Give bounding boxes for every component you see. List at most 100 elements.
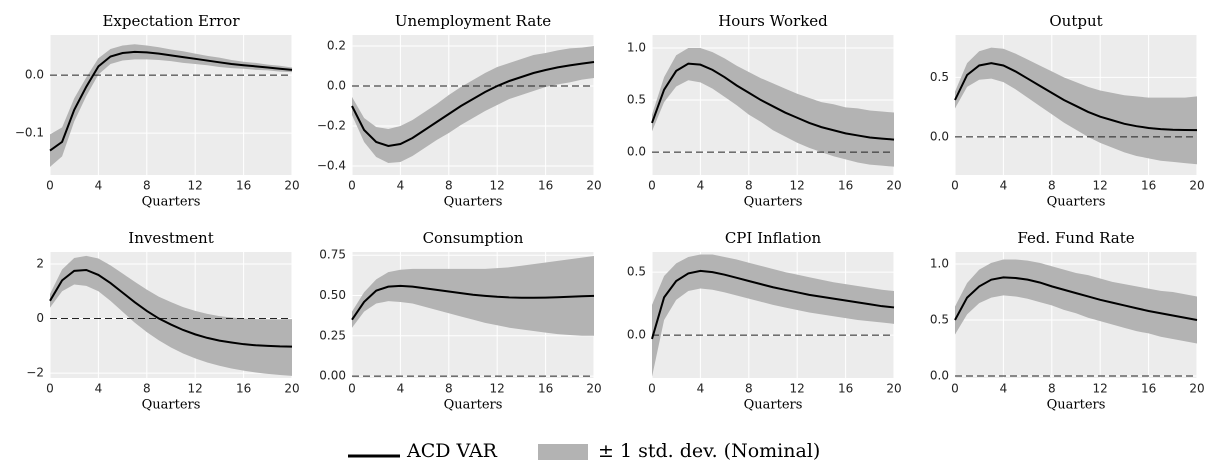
x-tick-label: 4 bbox=[397, 382, 405, 396]
x-tick-label: 0 bbox=[951, 382, 959, 396]
x-tick-label: 8 bbox=[143, 179, 151, 193]
x-tick-label: 12 bbox=[188, 179, 203, 193]
y-tick-label: 0.0 bbox=[930, 129, 949, 143]
y-tick-label: 0.25 bbox=[319, 328, 346, 342]
x-tick-label: 12 bbox=[490, 179, 505, 193]
y-tick-label: 0.0 bbox=[627, 328, 646, 342]
x-tick-label: 0 bbox=[348, 179, 356, 193]
x-tick-label: 4 bbox=[697, 382, 705, 396]
x-tick-label: 4 bbox=[397, 179, 405, 193]
x-tick-label: 16 bbox=[838, 382, 853, 396]
y-tick-label: 0.00 bbox=[319, 369, 346, 383]
chart-title: Consumption bbox=[423, 229, 524, 247]
x-axis-label: Quarters bbox=[744, 195, 803, 210]
irf-line bbox=[49, 268, 293, 348]
y-tick-label: 0.50 bbox=[319, 288, 346, 302]
chart-title: Expectation Error bbox=[102, 12, 240, 30]
y-tick-label: 0.5 bbox=[930, 312, 949, 326]
x-tick-label: 8 bbox=[143, 382, 151, 396]
y-tick-label: 0.5 bbox=[930, 70, 949, 84]
x-axis-label: Quarters bbox=[142, 195, 201, 210]
x-tick-label: 20 bbox=[284, 382, 299, 396]
legend-band-label: ± 1 std. dev. (Nominal) bbox=[598, 440, 820, 462]
x-tick-label: 8 bbox=[745, 382, 753, 396]
x-tick-label: 12 bbox=[790, 179, 805, 193]
x-tick-label: 12 bbox=[1093, 179, 1108, 193]
std-band bbox=[352, 46, 594, 163]
x-tick-label: 8 bbox=[445, 179, 453, 193]
y-tick-label: 0.0 bbox=[25, 68, 44, 82]
std-band bbox=[955, 259, 1197, 344]
chart-title: Unemployment Rate bbox=[395, 12, 551, 30]
x-tick-label: 16 bbox=[236, 179, 251, 193]
irf-line bbox=[49, 50, 293, 152]
y-tick-label: 1.0 bbox=[930, 256, 949, 270]
legend-band-swatch bbox=[538, 444, 588, 460]
x-tick-label: 0 bbox=[648, 382, 656, 396]
x-tick-label: 16 bbox=[838, 179, 853, 193]
y-tick-label: 0.0 bbox=[930, 368, 949, 382]
y-tick-label: 0.5 bbox=[627, 265, 646, 279]
y-tick-label: −2 bbox=[26, 366, 44, 380]
y-tick-label: −0.1 bbox=[15, 126, 44, 140]
x-axis-label: Quarters bbox=[1047, 195, 1106, 210]
x-tick-label: 12 bbox=[790, 382, 805, 396]
x-tick-label: 4 bbox=[1000, 179, 1008, 193]
x-axis-label: Quarters bbox=[444, 195, 503, 210]
x-tick-label: 20 bbox=[586, 382, 601, 396]
x-tick-label: 0 bbox=[348, 382, 356, 396]
x-tick-label: 20 bbox=[886, 179, 901, 193]
x-tick-label: 4 bbox=[95, 179, 103, 193]
x-tick-label: 8 bbox=[1048, 179, 1056, 193]
x-tick-label: 16 bbox=[236, 382, 251, 396]
x-axis-label: Quarters bbox=[744, 398, 803, 413]
x-tick-label: 4 bbox=[95, 382, 103, 396]
x-axis-label: Quarters bbox=[142, 398, 201, 413]
legend-line-label: ACD VAR bbox=[406, 440, 498, 462]
y-tick-label: 0.2 bbox=[327, 39, 346, 53]
y-tick-label: 0.0 bbox=[627, 145, 646, 159]
x-tick-label: 0 bbox=[46, 382, 54, 396]
x-axis-label: Quarters bbox=[444, 398, 503, 413]
x-tick-label: 16 bbox=[538, 382, 553, 396]
x-tick-label: 12 bbox=[1093, 382, 1108, 396]
x-tick-label: 12 bbox=[188, 382, 203, 396]
chart-title: CPI Inflation bbox=[725, 229, 822, 247]
x-tick-label: 20 bbox=[284, 179, 299, 193]
x-tick-label: 16 bbox=[538, 179, 553, 193]
irf-line bbox=[954, 62, 1198, 132]
std-band bbox=[652, 254, 894, 377]
x-tick-label: 8 bbox=[1048, 382, 1056, 396]
x-tick-label: 20 bbox=[1189, 382, 1204, 396]
x-tick-label: 20 bbox=[886, 382, 901, 396]
chart-title: Output bbox=[1049, 12, 1102, 30]
y-tick-label: 0 bbox=[36, 311, 44, 325]
x-tick-label: 0 bbox=[648, 179, 656, 193]
y-tick-label: 2 bbox=[36, 257, 44, 271]
x-tick-label: 4 bbox=[1000, 382, 1008, 396]
y-tick-label: 1.0 bbox=[627, 41, 646, 55]
x-tick-label: 0 bbox=[46, 179, 54, 193]
x-tick-label: 4 bbox=[697, 179, 705, 193]
irf-line bbox=[651, 269, 895, 340]
chart-title: Hours Worked bbox=[718, 12, 828, 30]
chart-title: Fed. Fund Rate bbox=[1017, 229, 1134, 247]
chart-title: Investment bbox=[128, 229, 213, 247]
x-tick-label: 8 bbox=[445, 382, 453, 396]
y-tick-label: 0.75 bbox=[319, 248, 346, 262]
x-tick-label: 20 bbox=[1189, 179, 1204, 193]
std-band bbox=[352, 256, 594, 336]
y-tick-label: −0.2 bbox=[317, 119, 346, 133]
x-tick-label: 0 bbox=[951, 179, 959, 193]
irf-line bbox=[954, 276, 1198, 321]
y-tick-label: 0.5 bbox=[627, 93, 646, 107]
x-tick-label: 16 bbox=[1141, 382, 1156, 396]
irf-line bbox=[351, 61, 595, 148]
x-tick-label: 12 bbox=[490, 382, 505, 396]
x-axis-label: Quarters bbox=[1047, 398, 1106, 413]
x-tick-label: 8 bbox=[745, 179, 753, 193]
y-tick-label: 0.0 bbox=[327, 79, 346, 93]
y-tick-label: −0.4 bbox=[317, 159, 346, 173]
irf-line bbox=[651, 62, 895, 141]
